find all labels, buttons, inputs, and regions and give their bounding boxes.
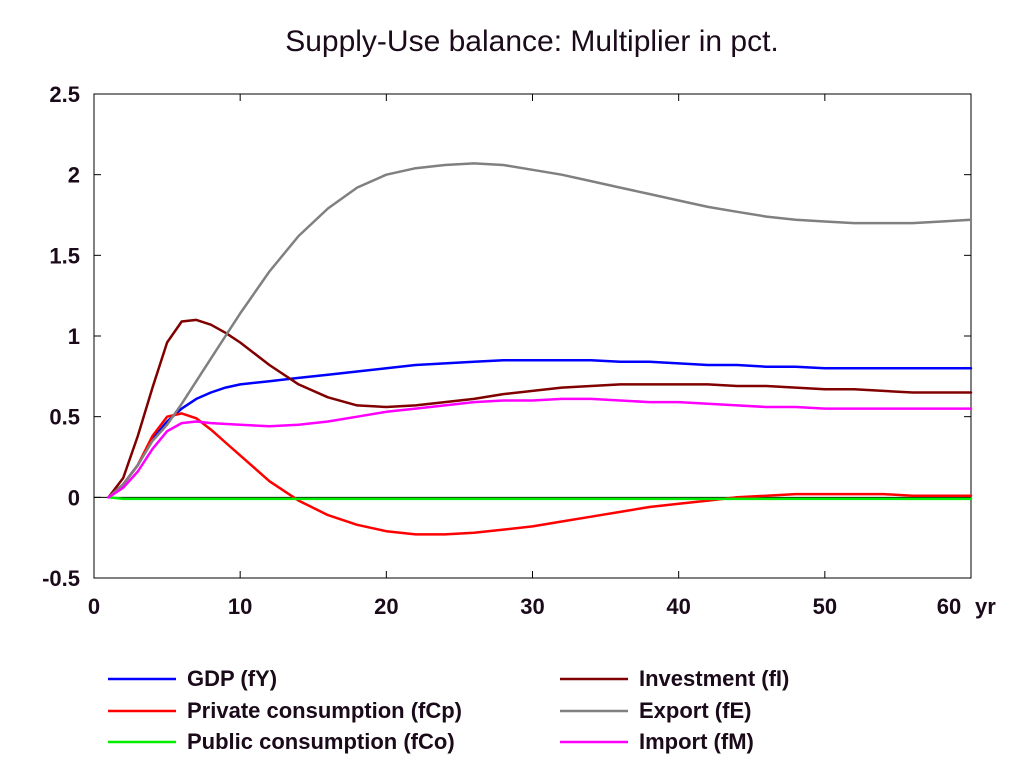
- series-line-private-consumption-fcp: [107, 412, 973, 536]
- x-tick-label: 20: [374, 594, 398, 619]
- x-tick-label: 40: [666, 594, 690, 619]
- chart-title: Supply-Use balance: Multiplier in pct.: [285, 25, 779, 58]
- axis-ticks: -0.5 0 0.5 1 1.5 2 2.5 0 10 20 30 40 50 60 yr: [42, 82, 996, 619]
- series-line-import-fm: [107, 397, 973, 499]
- series-line-gdp-fy: [107, 358, 973, 499]
- legend-label-import-fm: Import (fM): [639, 729, 754, 754]
- legend-label-gdp-fy: GDP (fY): [187, 666, 277, 691]
- y-tick-label: 2: [68, 163, 80, 188]
- y-tick-label: 0.5: [49, 405, 80, 430]
- y-tick-label: 1.5: [49, 243, 80, 268]
- legend-label-public-consumption-fco: Public consumption (fCo): [187, 729, 455, 754]
- series-line-export-fe: [107, 162, 973, 499]
- legend-label-export-fe: Export (fE): [639, 698, 751, 723]
- y-tick-label: 0: [68, 485, 80, 510]
- series-line-public-consumption-fco: [107, 496, 973, 501]
- y-tick-label: 2.5: [49, 82, 80, 107]
- series-lines: [107, 162, 973, 536]
- legend-label-private-consumption-fcp: Private consumption (fCp): [187, 698, 462, 723]
- legend: GDP (fY) Private consumption (fCp) Public …: [108, 666, 789, 754]
- x-tick-label: 0: [88, 594, 100, 619]
- x-tick-label: 10: [228, 594, 252, 619]
- y-tick-label: 1: [68, 324, 80, 349]
- x-tick-label: 60: [937, 594, 961, 619]
- legend-label-investment-fi: Investment (fI): [639, 666, 789, 691]
- x-unit-label: yr: [975, 594, 996, 619]
- x-tick-label: 30: [520, 594, 544, 619]
- series-line-investment-fi: [107, 318, 973, 499]
- x-tick-label: 50: [813, 594, 837, 619]
- y-tick-label: -0.5: [42, 566, 80, 591]
